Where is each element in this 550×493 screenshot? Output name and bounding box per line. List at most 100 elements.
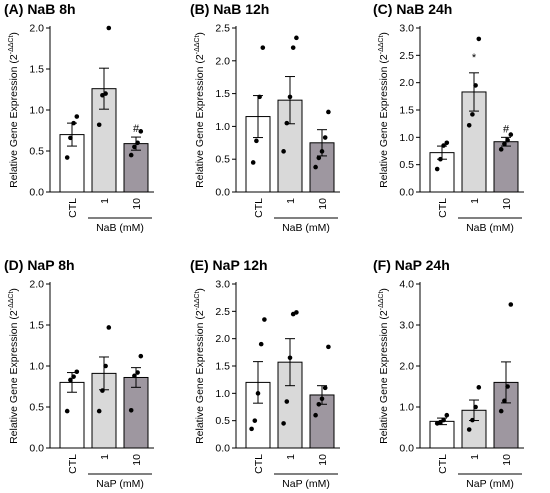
- data-point: [466, 123, 472, 128]
- y-tick-label: 1.5: [215, 88, 230, 100]
- y-tick-label: 2.5: [215, 23, 230, 35]
- x-tick-label: 10: [131, 198, 143, 210]
- group-label: NaB (mM): [282, 222, 330, 234]
- data-point: [313, 164, 318, 170]
- y-axis-label: Relative Gene Expression (2-ΔΔCt): [194, 32, 206, 188]
- y-tick-label: 0.0: [215, 443, 230, 455]
- data-point: [294, 35, 299, 41]
- y-tick-label: 2.0: [29, 279, 44, 291]
- bar-ctl: [429, 420, 455, 449]
- y-tick-label: 0.0: [215, 187, 230, 199]
- data-point: [135, 370, 140, 375]
- data-point: [64, 155, 70, 160]
- data-point: [254, 138, 259, 144]
- data-point: [103, 363, 108, 369]
- x-tick-label: 10: [501, 454, 513, 466]
- y-tick-label: 3.0: [399, 320, 414, 332]
- data-point: [106, 25, 112, 31]
- y-tick-label: 2.5: [215, 306, 230, 318]
- data-point: [255, 391, 261, 396]
- data-point: [473, 404, 478, 410]
- data-point: [444, 412, 450, 418]
- y-axis-label: Relative Gene Expression (2-ΔΔCt): [194, 288, 206, 444]
- bar-10: [123, 143, 149, 193]
- panel-title: (C) NaB 24h: [373, 1, 452, 17]
- y-tick-label: 0.0: [399, 187, 414, 199]
- data-point: [71, 120, 76, 126]
- y-tick-label: 2.0: [215, 55, 230, 67]
- panel-title: (E) NaP 12h: [190, 257, 268, 273]
- y-tick-label: 0.5: [399, 159, 414, 171]
- x-tick-label: CTL: [67, 198, 79, 218]
- data-point: [64, 408, 70, 414]
- data-point: [441, 417, 446, 423]
- data-point: [96, 408, 102, 414]
- panel-a: (A) NaB 8h Relative Gene Expression (2-ΔΔ…: [4, 1, 154, 234]
- bar-10: [493, 141, 519, 193]
- y-axis-label: Relative Gene Expression (2-ΔΔCt): [8, 288, 20, 444]
- data-point: [281, 421, 286, 426]
- data-point: [284, 399, 290, 404]
- data-point: [498, 408, 504, 414]
- x-tick-label: CTL: [67, 454, 79, 474]
- data-point: [290, 45, 296, 50]
- data-point: [326, 109, 331, 115]
- data-point: [473, 83, 478, 88]
- group-label: NaP (mM): [96, 478, 144, 490]
- significance-mark: #: [503, 123, 510, 135]
- data-point: [316, 401, 322, 407]
- group-label: NaB (mM): [466, 222, 514, 234]
- panel-e: (E) NaP 12h Relative Gene Expression (2-Δ…: [190, 257, 340, 490]
- data-point: [287, 94, 293, 100]
- y-axis-label: Relative Gene Expression (2-ΔΔCt): [378, 288, 390, 444]
- data-point: [132, 144, 137, 150]
- data-point: [476, 36, 482, 42]
- data-point: [138, 129, 144, 134]
- data-point: [470, 417, 475, 423]
- y-tick-label: 1.5: [399, 105, 414, 117]
- x-tick-label: 10: [317, 198, 329, 210]
- data-point: [71, 374, 76, 379]
- data-point: [438, 156, 443, 162]
- y-tick-label: 1.0: [215, 388, 230, 400]
- panel-c: (C) NaB 24h Relative Gene Expression (2-Δ…: [373, 1, 524, 234]
- data-point: [502, 398, 507, 404]
- y-tick-label: 2.5: [399, 50, 414, 62]
- y-tick-label: 0.0: [399, 443, 414, 455]
- group-label: NaP (mM): [282, 478, 330, 490]
- x-tick-label: CTL: [253, 454, 265, 474]
- data-point: [505, 384, 510, 389]
- panel-f: (F) NaP 24h Relative Gene Expression (2-Δ…: [373, 257, 524, 490]
- x-tick-label: 1: [99, 454, 111, 460]
- y-tick-label: 0.0: [29, 187, 44, 199]
- y-tick-label: 2.0: [399, 361, 414, 373]
- data-point: [103, 91, 108, 96]
- x-tick-label: 1: [285, 198, 297, 204]
- data-point: [319, 149, 325, 154]
- data-point: [294, 310, 299, 315]
- significance-mark: *: [472, 52, 477, 64]
- data-point: [128, 407, 134, 413]
- y-tick-label: 0.5: [29, 402, 44, 414]
- data-point: [106, 325, 112, 330]
- bar-ctl: [59, 381, 85, 449]
- data-point: [258, 341, 264, 347]
- bar-10: [123, 376, 149, 449]
- y-tick-label: 1.0: [215, 121, 230, 133]
- panel-title: (F) NaP 24h: [373, 257, 450, 273]
- group-label: NaB (mM): [96, 222, 144, 234]
- y-tick-label: 3.0: [215, 279, 230, 291]
- data-point: [322, 385, 328, 391]
- y-tick-label: 1.5: [29, 320, 44, 332]
- data-point: [128, 152, 134, 158]
- panel-title: (A) NaB 8h: [4, 1, 76, 17]
- data-point: [326, 344, 331, 350]
- data-point: [316, 155, 322, 161]
- y-tick-label: 0.0: [29, 443, 44, 455]
- data-point: [68, 135, 73, 141]
- y-tick-label: 3.0: [399, 23, 414, 35]
- data-point: [505, 137, 510, 143]
- data-point: [138, 353, 144, 359]
- data-point: [252, 418, 258, 423]
